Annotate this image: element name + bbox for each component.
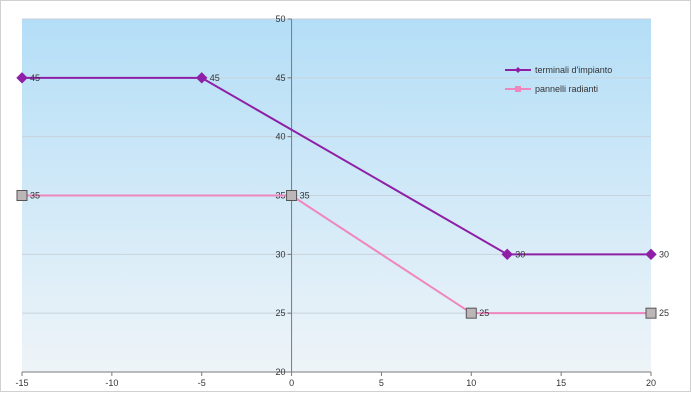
data-point-2 — [286, 190, 298, 201]
data-label-2: 25 — [479, 308, 489, 318]
y-tick-label: 30 — [276, 249, 286, 259]
x-tick-label: -5 — [198, 378, 206, 388]
x-tick-label: 15 — [556, 378, 566, 388]
y-tick-label: 20 — [276, 367, 286, 377]
data-label-2: 35 — [300, 191, 310, 201]
data-label-1: 45 — [30, 73, 40, 83]
data-label-2: 35 — [30, 191, 40, 201]
data-label-2: 25 — [659, 308, 669, 318]
data-point-1 — [645, 248, 657, 261]
y-tick-label: 50 — [276, 14, 286, 24]
series-line-2 — [22, 194, 651, 315]
data-point-1 — [196, 72, 208, 84]
data-label-1: 45 — [210, 73, 220, 83]
data-label-1: 30 — [659, 249, 669, 259]
y-tick-label: 25 — [276, 308, 286, 318]
legend-label-2: pannelli radianti — [535, 84, 598, 94]
x-tick-label: 5 — [379, 378, 384, 388]
data-point-1 — [16, 72, 28, 84]
legend-marker-2 — [515, 86, 521, 92]
x-tick-label: 0 — [289, 378, 294, 388]
data-label-1: 30 — [515, 249, 525, 259]
x-tick-label: 10 — [466, 378, 476, 388]
x-tick-label: -10 — [105, 378, 118, 388]
data-point-2 — [645, 307, 657, 319]
y-tick-label: 45 — [276, 73, 286, 83]
data-point-2 — [16, 190, 28, 201]
data-point-1 — [501, 248, 513, 261]
x-tick-label: -15 — [15, 378, 28, 388]
series-line-1 — [22, 76, 651, 256]
x-tick-label: 20 — [646, 378, 656, 388]
data-point-2 — [465, 307, 477, 319]
legend-label-1: terminali d'impianto — [535, 65, 612, 75]
legend-marker-1 — [515, 67, 521, 73]
y-tick-label: 40 — [276, 132, 286, 142]
